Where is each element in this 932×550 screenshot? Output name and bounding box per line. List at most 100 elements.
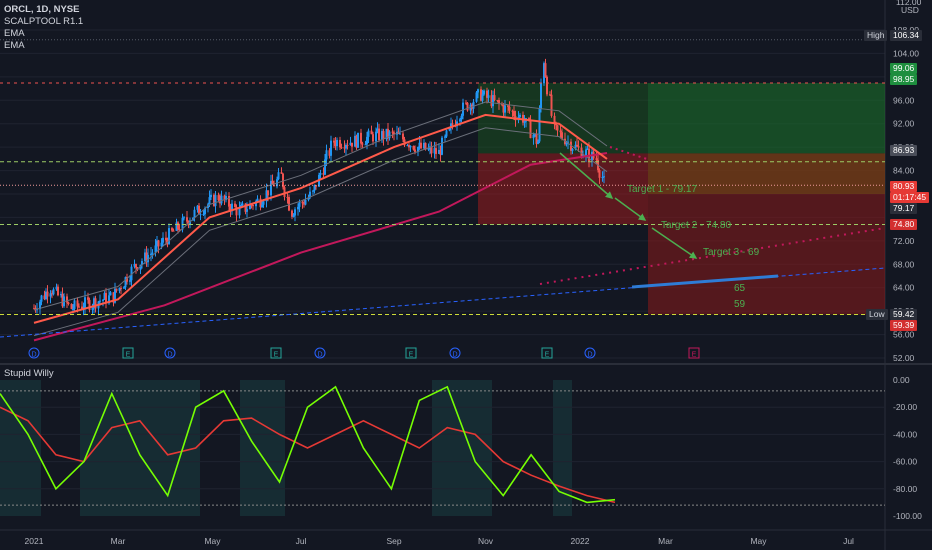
candle-body bbox=[576, 144, 578, 147]
candle-body bbox=[87, 297, 89, 300]
candle-body bbox=[168, 228, 170, 244]
earnings-marker bbox=[541, 347, 553, 359]
candle-body bbox=[129, 280, 131, 282]
candle-body bbox=[102, 299, 104, 301]
indicator-scalptool: SCALPTOOL R1.1 bbox=[4, 16, 84, 27]
candle-body bbox=[135, 264, 137, 268]
candle-body bbox=[354, 135, 356, 147]
candle-body bbox=[204, 207, 206, 215]
high-label: High bbox=[864, 30, 888, 41]
time-tick-label: Mar bbox=[111, 536, 126, 546]
candle-body bbox=[402, 133, 404, 140]
candle-body bbox=[298, 202, 301, 207]
candle-body bbox=[586, 148, 589, 150]
candle-body bbox=[303, 203, 305, 205]
candle-body bbox=[114, 288, 116, 303]
countdown-tag: 01:17:45 bbox=[890, 192, 930, 203]
candle-body bbox=[543, 63, 545, 84]
candle-body bbox=[91, 306, 94, 310]
candle-body bbox=[214, 195, 217, 206]
candle-body bbox=[333, 140, 335, 143]
candle-body bbox=[448, 128, 451, 131]
candle-body bbox=[445, 130, 448, 137]
candle-body bbox=[325, 150, 328, 160]
target1-tag: 79.17 bbox=[890, 203, 918, 214]
candle-body bbox=[259, 198, 262, 208]
target1-label: Target 1 - 79.17 bbox=[627, 184, 697, 195]
price-tick-label: 64.00 bbox=[893, 283, 915, 293]
event-marker-letter: D bbox=[317, 352, 322, 359]
candle-body bbox=[420, 142, 422, 149]
candle-body bbox=[504, 105, 506, 113]
candle-body bbox=[364, 144, 367, 146]
candle-body bbox=[304, 199, 307, 205]
top-value: 112.00 bbox=[896, 0, 922, 7]
osc-tick-label: -40.00 bbox=[893, 429, 917, 439]
ema-slow-line bbox=[33, 152, 608, 342]
target2-tag: 74.80 bbox=[890, 219, 918, 230]
candle-body bbox=[40, 295, 43, 302]
candle-body bbox=[61, 293, 64, 307]
candle-body bbox=[112, 292, 115, 303]
price-tick-label: 96.00 bbox=[893, 95, 915, 105]
candle-body bbox=[315, 184, 317, 187]
event-marker-letter: D bbox=[31, 352, 36, 359]
candle-body bbox=[246, 209, 248, 212]
loss-zone bbox=[478, 153, 648, 225]
candle-body bbox=[339, 139, 341, 148]
candle-body bbox=[120, 287, 122, 289]
candle-body bbox=[256, 198, 259, 202]
candle-body bbox=[307, 197, 310, 200]
candle-body bbox=[450, 123, 452, 129]
candle-body bbox=[228, 196, 230, 207]
level-59-label: 59 bbox=[734, 299, 746, 310]
candle-body bbox=[346, 144, 349, 146]
candle-body bbox=[286, 196, 289, 198]
candle-body bbox=[523, 121, 526, 123]
candle-body bbox=[270, 180, 272, 196]
candle-body bbox=[565, 142, 568, 145]
candle-body bbox=[345, 144, 347, 149]
trend-line-blue bbox=[0, 267, 886, 338]
indicator-ema-1: EMA bbox=[4, 28, 25, 39]
price-tick-label: 72.00 bbox=[893, 236, 915, 246]
dividend-marker bbox=[584, 347, 596, 359]
candle-body bbox=[519, 114, 521, 117]
candle-body bbox=[387, 128, 389, 139]
candle-body bbox=[186, 217, 188, 222]
candle-body bbox=[223, 195, 226, 201]
candle-body bbox=[540, 83, 542, 109]
candle-body bbox=[556, 125, 559, 131]
candle-body bbox=[391, 131, 394, 133]
candle-body bbox=[178, 229, 181, 231]
candle-body bbox=[94, 298, 97, 309]
candle-body bbox=[544, 63, 547, 77]
time-tick-label: 2022 bbox=[571, 536, 590, 546]
time-tick-label: Nov bbox=[478, 536, 494, 546]
target2-label: Target 2 - 74.80 bbox=[661, 220, 731, 231]
candle-body bbox=[591, 151, 593, 162]
candle-body bbox=[213, 194, 215, 206]
candle-body bbox=[366, 136, 368, 145]
candle-body bbox=[414, 149, 416, 152]
candle-body bbox=[511, 110, 514, 112]
candle-body bbox=[508, 106, 511, 111]
earnings-marker bbox=[122, 347, 134, 359]
candle-body bbox=[282, 173, 284, 188]
candle-body bbox=[51, 293, 53, 295]
candle-body bbox=[45, 291, 47, 300]
candle-body bbox=[145, 252, 148, 263]
osc-tick-label: -60.00 bbox=[893, 457, 917, 467]
candle-body bbox=[118, 287, 121, 291]
candle-body bbox=[375, 131, 377, 142]
candle-body bbox=[532, 134, 535, 139]
event-marker-letter: E bbox=[692, 352, 697, 359]
osc-zone bbox=[80, 380, 200, 516]
candle-body bbox=[372, 134, 374, 142]
osc-tick-label: 0.00 bbox=[893, 375, 910, 385]
candle-body bbox=[336, 139, 338, 147]
candle-body bbox=[229, 206, 232, 212]
candle-body bbox=[343, 147, 346, 149]
candle-body bbox=[43, 295, 46, 300]
ema-lines bbox=[33, 101, 608, 342]
